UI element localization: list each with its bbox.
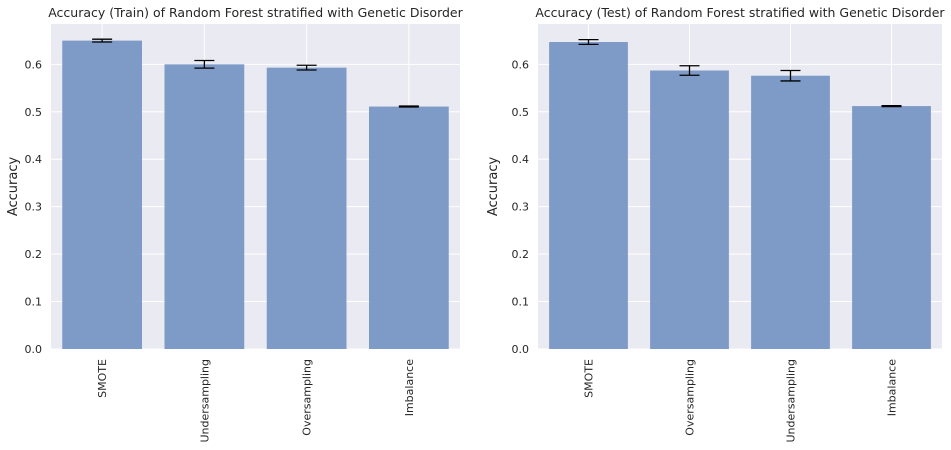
test-bar-oversampling — [650, 70, 729, 350]
train-category-label: SMOTE — [96, 359, 109, 398]
test-errorbar — [578, 39, 599, 46]
train-category-label: Oversampling — [301, 359, 314, 436]
test-category-label: SMOTE — [583, 359, 596, 398]
train-bar-imbalance — [368, 106, 449, 349]
test-errorbar — [881, 104, 902, 108]
train-errorbar — [92, 38, 113, 43]
test-ylabel: Accuracy — [486, 157, 501, 217]
test-bar-imbalance — [852, 106, 931, 349]
test-bar-undersampling — [751, 75, 830, 349]
train-ytick-label: 0.3 — [25, 201, 43, 214]
train-errorbar — [398, 105, 419, 108]
train-ytick-label: 0.6 — [25, 58, 43, 71]
train-ylabel: Accuracy — [6, 157, 21, 217]
train-bar-oversampling — [266, 67, 347, 350]
test-category-label: Undersampling — [785, 359, 798, 443]
train-title: Accuracy (Train) of Random Forest strati… — [48, 5, 463, 20]
train-category-label: Imbalance — [403, 359, 416, 416]
chart-test-accuracy: 0.0 0.1 0.2 0.3 0.4 0.5 0.6 SMOTE Oversampling Un… — [480, 0, 951, 450]
train-ytick-label: 0.2 — [25, 248, 43, 261]
test-ytick-label: 0.4 — [512, 153, 530, 166]
test-ytick-label: 0.0 — [512, 343, 530, 356]
train-ytick-label: 0.5 — [25, 106, 43, 119]
test-ytick-label: 0.6 — [512, 58, 530, 71]
train-category-label: Undersampling — [198, 359, 211, 443]
train-ytick-label: 0.0 — [25, 343, 43, 356]
train-ytick-label: 0.1 — [25, 296, 43, 309]
chart-test-svg: 0.0 0.1 0.2 0.3 0.4 0.5 0.6 SMOTE Oversampling Un… — [486, 5, 945, 443]
train-errorbar — [296, 64, 317, 71]
test-title: Accuracy (Test) of Random Forest stratif… — [535, 5, 945, 20]
test-errorbar — [780, 69, 801, 82]
train-ytick-label: 0.4 — [25, 153, 43, 166]
test-ytick-label: 0.1 — [512, 296, 530, 309]
test-category-label: Imbalance — [886, 359, 899, 416]
chart-train-svg: 0.0 0.1 0.2 0.3 0.4 0.5 0.6 SMOTE Undersampling O… — [6, 5, 464, 443]
test-ytick-label: 0.2 — [512, 248, 530, 261]
train-bar-undersampling — [164, 64, 245, 350]
chart-train-accuracy: 0.0 0.1 0.2 0.3 0.4 0.5 0.6 SMOTE Undersampling O… — [0, 0, 470, 450]
train-bar-smote — [62, 40, 143, 350]
test-category-label: Oversampling — [684, 359, 697, 436]
train-errorbar — [194, 59, 215, 69]
test-bar-smote — [549, 42, 628, 349]
test-ytick-label: 0.3 — [512, 201, 530, 214]
test-ytick-label: 0.5 — [512, 106, 530, 119]
test-errorbar — [679, 65, 700, 76]
